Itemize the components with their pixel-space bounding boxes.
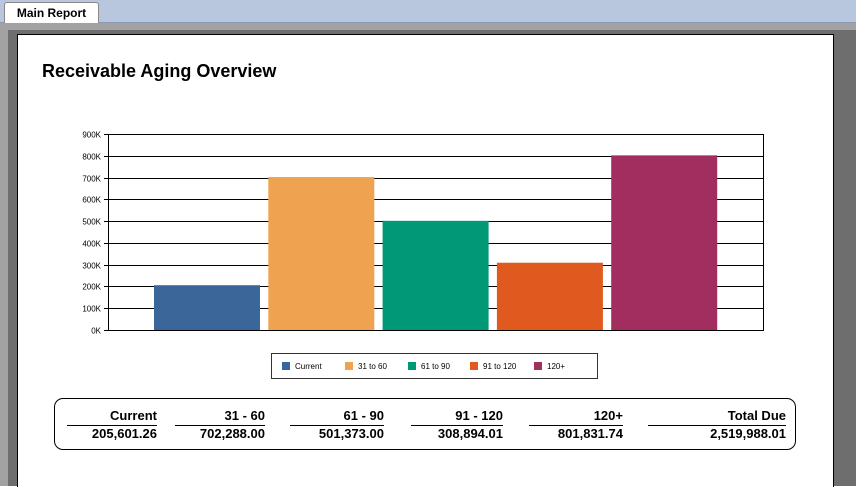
summary-col-total-due: Total Due 2,519,988.01: [648, 407, 786, 443]
legend-label-current: Current: [295, 362, 322, 371]
y-tick-label: 600K: [82, 196, 101, 205]
report-title: Receivable Aging Overview: [42, 61, 277, 81]
legend-swatch-91-to-120: [470, 362, 478, 370]
report-tab-bar: Main Report: [0, 0, 856, 23]
summary-label-total-due: Total Due: [727, 408, 786, 423]
legend-label-91-to-120: 91 to 120: [483, 362, 517, 371]
summary-divider: [290, 425, 384, 426]
legend-swatch-61-to-90: [408, 362, 416, 370]
summary-value-current: 205,601.26: [91, 426, 157, 441]
legend-item-120-plus: 120+: [534, 362, 565, 372]
y-tick-label: 300K: [82, 262, 101, 271]
tab-main-report[interactable]: Main Report: [4, 2, 99, 23]
legend-swatch-31-to-60: [345, 362, 353, 370]
bar-91-to-120: [496, 262, 603, 330]
summary-divider: [175, 425, 265, 426]
summary-label-61-90: 61 - 90: [343, 408, 384, 423]
y-tick-label: 900K: [82, 131, 101, 140]
summary-col-current: Current 205,601.26: [67, 407, 157, 443]
y-tick-label: 100K: [82, 305, 101, 314]
bar-31-to-60: [268, 177, 375, 330]
summary-col-31-60: 31 - 60 702,288.00: [175, 407, 265, 443]
summary-value-31-60: 702,288.00: [199, 426, 265, 441]
y-tick-label: 500K: [82, 218, 101, 227]
summary-col-61-90: 61 - 90 501,373.00: [290, 407, 384, 443]
legend-swatch-120-plus: [534, 362, 542, 370]
legend-swatch-current: [282, 362, 290, 370]
summary-value-91-120: 308,894.01: [437, 426, 503, 441]
summary-value-total-due: 2,519,988.01: [710, 426, 786, 441]
bar-61-to-90: [382, 220, 489, 330]
summary-divider: [411, 425, 503, 426]
legend-item-61-to-90: 61 to 90: [408, 362, 450, 372]
summary-value-61-90: 501,373.00: [318, 426, 384, 441]
summary-divider: [648, 425, 786, 426]
summary-col-120-plus: 120+ 801,831.74: [529, 407, 623, 443]
summary-divider: [529, 425, 623, 426]
bar-120-: [611, 155, 718, 330]
summary-label-120-plus: 120+: [593, 408, 623, 423]
summary-divider: [67, 425, 157, 426]
y-tick-label: 800K: [82, 153, 101, 162]
summary-col-91-120: 91 - 120 308,894.01: [411, 407, 503, 443]
legend-label-31-to-60: 31 to 60: [358, 362, 387, 371]
legend-label-61-to-90: 61 to 90: [421, 362, 450, 371]
plot-border: [108, 134, 764, 331]
aging-summary-box: Current 205,601.26 31 - 60 702,288.00 61…: [54, 398, 796, 450]
y-tick-label: 200K: [82, 283, 101, 292]
y-tick-label: 400K: [82, 240, 101, 249]
legend-item-current: Current: [282, 362, 322, 372]
summary-value-120-plus: 801,831.74: [557, 426, 623, 441]
summary-label-91-120: 91 - 120: [455, 408, 503, 423]
legend-item-31-to-60: 31 to 60: [345, 362, 387, 372]
bar-current: [154, 285, 260, 330]
summary-label-current: Current: [110, 408, 157, 423]
legend-label-120-plus: 120+: [547, 362, 566, 371]
summary-label-31-60: 31 - 60: [224, 408, 265, 423]
y-tick-label: 0K: [91, 327, 101, 336]
legend-item-91-to-120: 91 to 120: [470, 362, 516, 372]
chart-legend: Current 31 to 60 61 to 90 91 to 120 120+: [271, 353, 598, 379]
y-tick-label: 700K: [82, 175, 101, 184]
